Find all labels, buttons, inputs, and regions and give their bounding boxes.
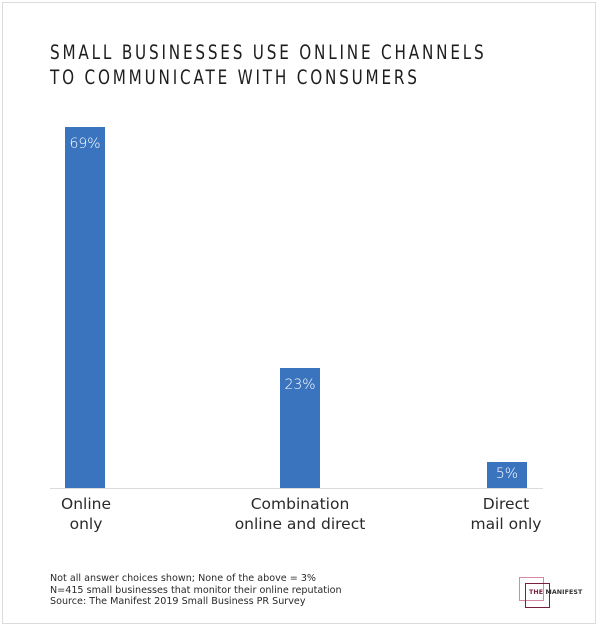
x-axis-baseline <box>50 488 543 489</box>
logo-square-dark-icon <box>525 583 550 608</box>
footnote-source: Source: The Manifest 2019 Small Business… <box>50 596 306 607</box>
chart-title-line-1: SMALL BUSINESSES USE ONLINE CHANNELS <box>50 41 487 64</box>
category-label-direct-mail-only: Direct mail only <box>470 495 542 533</box>
bar-value-label: 23% <box>284 377 316 393</box>
bar-combination: 23% <box>280 368 320 488</box>
bar-direct-mail-only: 5% <box>487 462 527 488</box>
footnotes: Not all answer choices shown; None of th… <box>50 573 342 608</box>
logo-text: THE MANIFEST <box>529 589 583 596</box>
bar-online-only: 69% <box>65 127 105 488</box>
chart-title: SMALL BUSINESSES USE ONLINE CHANNELS TO … <box>50 40 487 90</box>
bar-value-label: 69% <box>69 136 101 152</box>
footnote-2: N=415 small businesses that monitor thei… <box>50 584 342 596</box>
category-label-online-only: Online only <box>61 495 111 533</box>
logo-square-light-icon <box>519 577 544 601</box>
footnote-1: Not all answer choices shown; None of th… <box>50 573 317 584</box>
chart-title-line-2: TO COMMUNICATE WITH CONSUMERS <box>50 66 420 89</box>
the-manifest-logo: THE MANIFEST <box>519 577 589 611</box>
bar-value-label: 5% <box>495 466 519 482</box>
category-label-combination: Combination online and direct <box>234 495 366 533</box>
